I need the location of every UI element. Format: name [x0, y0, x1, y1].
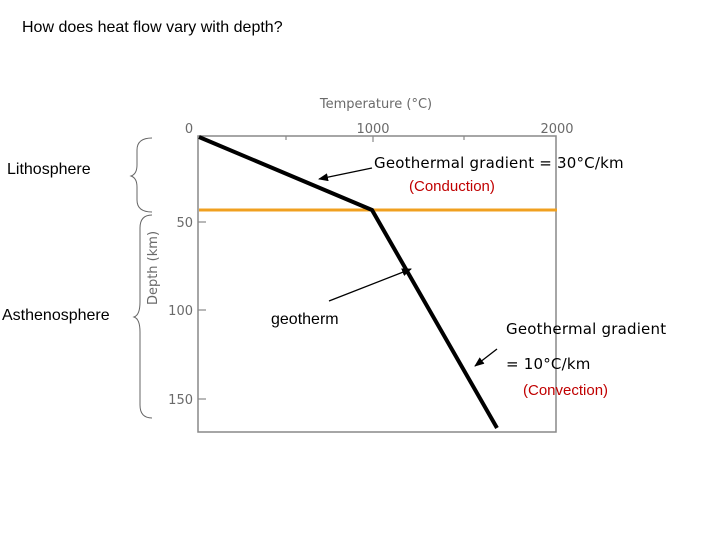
y-tick-label: 100 [168, 304, 193, 319]
lithosphere-brace [129, 137, 153, 213]
convection-arrow [474, 348, 498, 367]
geotherm-line [198, 135, 499, 429]
y-tick-label: 50 [176, 216, 193, 231]
x-tick-label: 2000 [540, 122, 573, 137]
asthenosphere-brace [132, 214, 153, 419]
convection-mode-label: (Convection) [523, 382, 609, 399]
conduction-gradient-label: Geothermal gradient = 30°C/km [374, 154, 624, 172]
asthenosphere-label: Asthenosphere [2, 307, 110, 324]
x-tick-label: 1000 [356, 122, 389, 137]
y-axis-title: Depth (km) [146, 231, 161, 305]
conduction-arrow [318, 167, 373, 182]
x-axis-title: Temperature (°C) [319, 97, 432, 112]
convection-gradient-label-line2: = 10°C/km [506, 355, 591, 373]
geotherm-arrow [328, 268, 412, 302]
convection-gradient-label-line1: Geothermal gradient [506, 320, 667, 338]
conduction-mode-label: (Conduction) [409, 178, 495, 195]
geotherm-label: geotherm [271, 311, 339, 328]
lithosphere-label: Lithosphere [7, 161, 91, 178]
slide-title: How does heat flow vary with depth? [22, 19, 283, 36]
y-tick-label: 150 [168, 393, 193, 408]
plot-frame [197, 135, 557, 433]
x-tick-label: 0 [185, 122, 193, 137]
